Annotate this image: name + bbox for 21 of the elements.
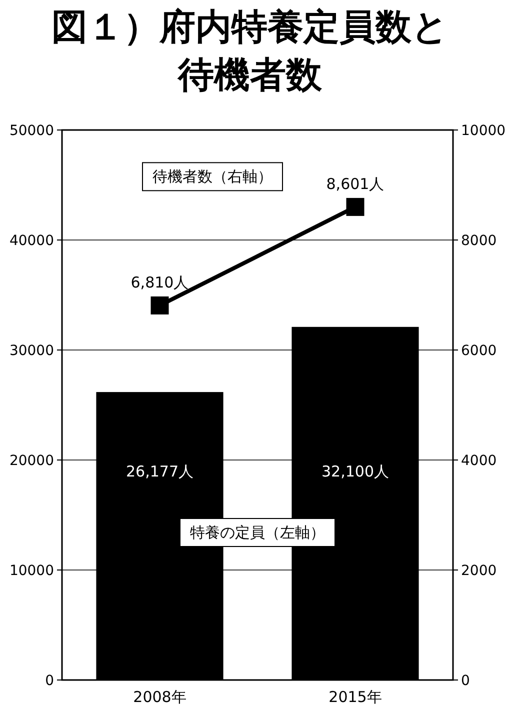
y2-tick-label: 8000 — [461, 233, 497, 249]
y-tick-label: 30000 — [9, 343, 54, 359]
x-tick-label: 2008年 — [133, 688, 186, 706]
y2-tick-label: 2000 — [461, 563, 497, 579]
x-tick-label: 2015年 — [328, 688, 382, 706]
series-name: 待機者数（右軸） — [142, 162, 283, 192]
data-label: 8,601人 — [326, 174, 384, 193]
y2-tick-label: 6000 — [461, 343, 497, 359]
data-label: 6,810人 — [130, 273, 189, 292]
y-tick-label: 10000 — [9, 563, 54, 579]
y-tick-label: 20000 — [9, 453, 54, 469]
y2-tick-label: 4000 — [461, 453, 497, 469]
y-tick-label: 40000 — [9, 233, 54, 249]
y-tick-label: 0 — [45, 673, 54, 689]
data-label: 26,177人 — [126, 462, 194, 480]
y2-tick-label: 0 — [461, 673, 470, 689]
series-name: 特養の定員（左軸） — [180, 518, 336, 547]
data-label: 32,100人 — [322, 462, 389, 480]
y2-tick-label: 10000 — [461, 123, 506, 139]
title: 図１）府内特養定員数と待機者数 — [50, 6, 450, 98]
y-tick-label: 50000 — [9, 123, 54, 139]
